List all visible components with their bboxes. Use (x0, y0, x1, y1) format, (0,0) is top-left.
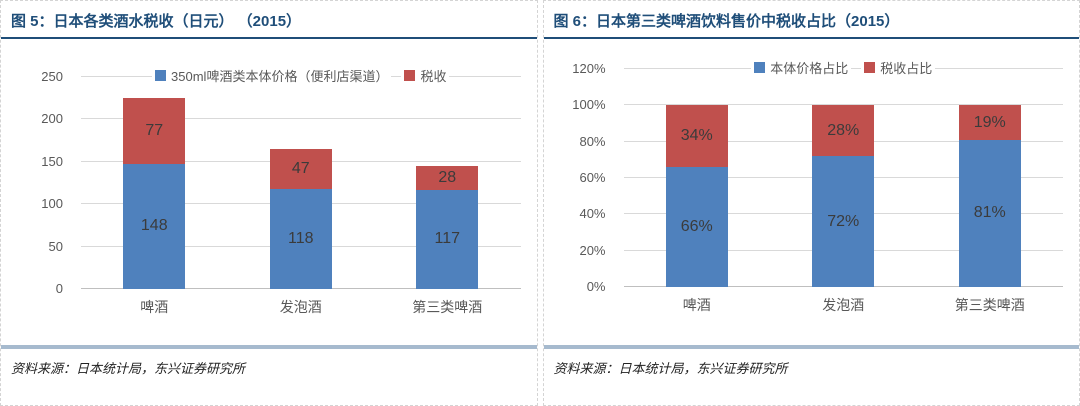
legend-item: 本体价格占比 (751, 58, 852, 77)
y-tick-label: 100% (572, 97, 606, 113)
bar-segment: 72% (812, 156, 875, 287)
y-tick-label: 100 (41, 196, 63, 212)
bar-column: 72% 28% (770, 69, 917, 287)
x-category-label: 啤酒 (682, 297, 711, 313)
data-label: 117 (434, 230, 460, 248)
data-label: 28% (827, 121, 860, 139)
y-tick-label: 40% (579, 206, 606, 222)
bar-segment: 66% (665, 167, 728, 287)
data-label: 148 (140, 217, 168, 235)
y-tick-label: 150 (41, 153, 63, 169)
y-tick-label: 20% (579, 242, 606, 258)
bar-segment: 81% (958, 139, 1021, 287)
gridline (623, 104, 1063, 106)
bars: 66% 34% 72% 28% 81% 19% (624, 69, 1064, 287)
legend-swatch-icon (864, 62, 876, 73)
legend-item: 税收占比 (861, 58, 936, 77)
legend: 本体价格占比 税收占比 (624, 58, 1064, 77)
legend-label: 税收 (420, 69, 447, 84)
x-axis: 啤酒 发泡酒 第三类啤酒 (81, 297, 521, 321)
y-tick-label: 0 (55, 281, 63, 296)
bar-column: 118 47 (228, 77, 375, 289)
data-label: 66% (680, 218, 713, 236)
legend-swatch-icon (404, 70, 416, 81)
stacked-bar: 72% 28% (812, 69, 875, 287)
x-category-label: 第三类啤酒 (954, 297, 1025, 313)
data-label: 34% (680, 127, 713, 145)
bar-column: 81% 19% (917, 69, 1064, 287)
data-label: 118 (287, 229, 314, 247)
bar-segment: 28% (812, 105, 875, 157)
stacked-bar: 148 77 (123, 77, 186, 289)
stacked-bar: 117 28 (416, 77, 479, 289)
legend: 350ml啤酒类本体价格（便利店渠道） 税收 (81, 66, 521, 85)
plot-area: 66% 34% 72% 28% 81% 19% (623, 68, 1064, 287)
x-category-label: 发泡酒 (822, 297, 865, 313)
legend-swatch-icon (754, 62, 766, 73)
x-category-label: 第三类啤酒 (412, 299, 483, 315)
legend-label: 350ml啤酒类本体价格（便利店渠道） (171, 69, 389, 84)
bar-segment: 117 (416, 189, 479, 289)
bar-segment: 148 (123, 163, 186, 289)
stacked-bar: 66% 34% (665, 69, 728, 287)
y-tick-label: 250 (41, 69, 63, 84)
source-note: 资料来源：日本统计局，东兴证券研究所 (543, 345, 1079, 405)
y-axis: 0 50 100 150 200 250 (1, 70, 73, 296)
data-label: 28 (438, 168, 457, 186)
y-tick-label: 120% (572, 61, 606, 76)
legend-label: 税收占比 (880, 61, 933, 76)
figure-panel-6: 图 6：日本第三类啤酒饮料售价中税收占比（2015） 0% 20% 40% 60% 80… (542, 0, 1080, 406)
stacked-bar: 81% 19% (958, 69, 1021, 287)
bar-column: 117 28 (374, 77, 521, 289)
bar-segment: 118 (269, 188, 332, 289)
stacked-bar-chart: 0% 20% 40% 60% 80% 100% 120% 66% 34% 72% 28% 81% 19… (544, 39, 1080, 345)
data-label: 19% (973, 113, 1006, 131)
gridline (81, 118, 521, 120)
x-category-label: 发泡酒 (279, 299, 322, 315)
data-label: 47 (291, 160, 310, 178)
data-label: 72% (827, 212, 860, 230)
bar-column: 148 77 (81, 77, 228, 289)
y-tick-label: 80% (579, 133, 606, 149)
stacked-bar: 118 47 (269, 77, 332, 289)
y-axis: 0% 20% 40% 60% 80% 100% 120% (544, 62, 616, 294)
figure-title: 图 6：日本第三类啤酒饮料售价中税收占比（2015） (543, 1, 1079, 39)
data-label: 77 (145, 121, 164, 139)
bar-segment: 19% (958, 105, 1021, 140)
bar-segment: 34% (665, 105, 728, 168)
bar-segment: 47 (269, 149, 332, 189)
x-category-label: 啤酒 (140, 299, 169, 315)
data-label: 81% (973, 204, 1006, 222)
figure-panel-5: 图 5：日本各类酒水税收（日元） （2015） 0 50 100 150 200 250 … (0, 0, 538, 406)
legend-item: 350ml啤酒类本体价格（便利店渠道） (152, 66, 392, 85)
bar-segment: 77 (123, 98, 186, 164)
bars: 148 77 118 47 117 28 (81, 77, 521, 289)
source-note: 资料来源：日本统计局，东兴证券研究所 (1, 345, 537, 405)
plot-area: 148 77 118 47 117 28 (81, 76, 521, 289)
legend-item: 税收 (401, 66, 450, 85)
figure-title: 图 5：日本各类酒水税收（日元） （2015） (1, 1, 537, 39)
bar-column: 66% 34% (624, 69, 771, 287)
y-tick-label: 200 (41, 111, 63, 127)
bar-segment: 28 (416, 166, 479, 190)
x-axis: 啤酒 发泡酒 第三类啤酒 (624, 295, 1064, 319)
y-tick-label: 60% (579, 170, 606, 185)
stacked-bar-chart: 0 50 100 150 200 250 148 77 118 47 117 28 啤酒 发泡酒 第三类… (1, 39, 537, 345)
y-tick-label: 50 (48, 238, 63, 254)
legend-label: 本体价格占比 (770, 61, 849, 76)
legend-swatch-icon (155, 70, 167, 81)
y-tick-label: 0% (586, 279, 606, 294)
